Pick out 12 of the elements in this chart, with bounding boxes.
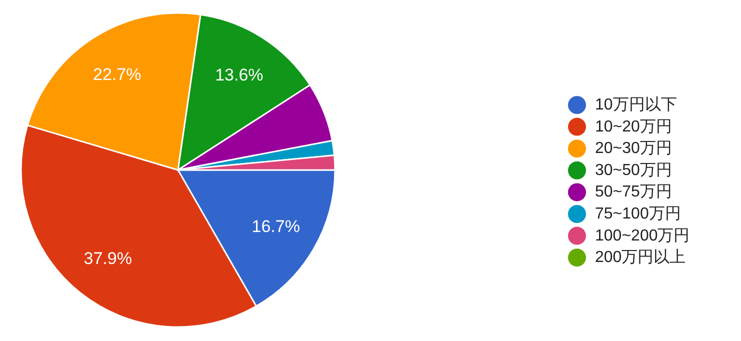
data-label: 13.6% [215,65,264,84]
legend-label: 75~100万円 [595,206,681,222]
legend-label: 50~75万円 [595,184,672,201]
data-label: 16.7% [252,217,300,236]
legend-label: 200万円以上 [595,248,686,266]
legend-label: 20~30万円 [595,140,672,158]
data-label: 37.9% [84,249,132,268]
legend-label: 30~50万円 [595,162,672,179]
legend-label: 10万円以下 [595,96,677,114]
data-label: 22.7% [93,65,142,84]
legend-label: 10~20万円 [595,118,672,136]
legend-label: 100~200万円 [595,227,690,244]
